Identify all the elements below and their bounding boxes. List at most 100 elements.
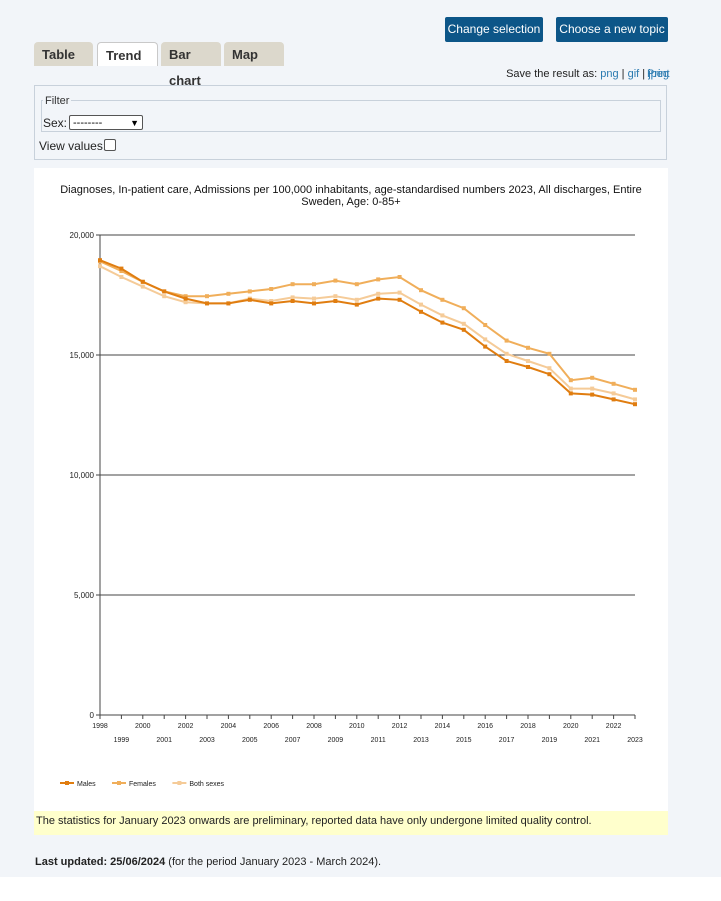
data-point	[526, 345, 530, 350]
data-point	[440, 320, 445, 325]
chart-title-line-1: Diagnoses, In-patient care, Admissions p…	[60, 184, 642, 196]
data-point	[98, 258, 102, 263]
save-png-link[interactable]: png	[600, 68, 619, 80]
x-tick-label: 2006	[263, 723, 279, 730]
view-values-label: View values:	[39, 139, 107, 153]
x-tick-label: 2017	[499, 737, 515, 744]
data-point	[312, 282, 316, 287]
data-point	[397, 275, 402, 279]
data-point	[547, 351, 552, 356]
data-point	[162, 294, 167, 299]
data-point	[205, 294, 209, 299]
data-point	[504, 351, 509, 356]
data-point	[226, 291, 231, 296]
data-point	[547, 372, 552, 377]
data-point	[611, 381, 616, 386]
data-point	[461, 306, 466, 311]
last-updated: Last updated: 25/06/2024 (for the period…	[35, 856, 381, 868]
x-tick-label: 2018	[520, 723, 536, 730]
y-tick-label: 15,000	[70, 351, 95, 360]
data-point	[611, 397, 616, 402]
data-point	[504, 359, 509, 363]
data-point	[333, 278, 338, 283]
tab-table[interactable]: Table	[34, 42, 93, 66]
data-point	[483, 323, 488, 327]
data-point	[611, 391, 616, 396]
data-point	[419, 288, 423, 293]
y-tick-label: 20,000	[70, 231, 95, 240]
save-jpeg-link[interactable]: jpeg	[648, 68, 669, 80]
sex-select[interactable]: -------- ▼	[69, 115, 143, 130]
choose-new-topic-button[interactable]: Choose a new topic	[556, 17, 668, 42]
tab-trend[interactable]: Trend	[97, 42, 158, 66]
save-gif-link[interactable]: gif	[627, 68, 640, 80]
data-point	[376, 296, 381, 301]
series-line-females	[99, 260, 636, 391]
chart-title-line-2: Sweden, Age: 0-85+	[301, 196, 400, 208]
data-point	[312, 301, 316, 306]
x-tick-label: 2004	[221, 723, 237, 730]
data-point	[205, 301, 209, 306]
x-tick-label: 2007	[285, 737, 301, 744]
data-point	[354, 297, 359, 302]
x-tick-label: 2013	[413, 737, 429, 744]
data-point	[183, 296, 188, 301]
data-point	[183, 294, 188, 299]
view-values-checkbox[interactable]	[104, 139, 116, 151]
data-point	[440, 297, 445, 302]
y-tick-label: 0	[90, 711, 95, 720]
print-link[interactable]: Print	[647, 68, 670, 80]
data-point	[568, 391, 573, 396]
x-tick-label: 2003	[199, 737, 215, 744]
change-selection-button[interactable]: Change selection	[445, 17, 543, 42]
preliminary-note: The statistics for January 2023 onwards …	[34, 811, 668, 835]
data-point	[526, 365, 530, 369]
data-point	[333, 299, 338, 303]
save-separator: |	[642, 68, 646, 80]
sex-select-value: --------	[73, 117, 103, 129]
data-point	[483, 337, 488, 342]
tab-map[interactable]: Map	[224, 42, 284, 66]
x-tick-label: 2008	[306, 723, 322, 730]
data-point	[526, 359, 530, 363]
legend-marker	[177, 781, 182, 785]
data-point	[333, 294, 338, 299]
data-point	[119, 275, 124, 279]
data-point	[397, 290, 402, 295]
filter-legend: Filter	[43, 95, 72, 107]
data-point	[269, 301, 274, 306]
data-point	[568, 378, 573, 383]
x-tick-label: 2010	[349, 723, 365, 730]
series-line-males	[99, 259, 636, 406]
data-point	[247, 297, 252, 302]
data-point	[590, 386, 595, 391]
legend-label: Both sexes	[189, 781, 224, 788]
data-point	[247, 289, 252, 294]
data-point	[140, 279, 145, 284]
data-point	[547, 366, 552, 371]
x-tick-label: 2014	[435, 723, 451, 730]
data-point	[376, 291, 381, 296]
chevron-down-icon: ▼	[130, 118, 139, 128]
data-point	[226, 301, 231, 306]
data-point	[119, 269, 124, 273]
x-tick-label: 2015	[456, 737, 472, 744]
data-point	[419, 302, 423, 307]
data-point	[633, 402, 637, 407]
data-point	[483, 344, 488, 349]
data-point	[376, 277, 381, 282]
data-point	[290, 282, 295, 287]
x-tick-label: 2023	[627, 737, 643, 744]
filter-fieldset	[41, 100, 661, 132]
legend-label: Males	[77, 781, 96, 788]
data-point	[354, 302, 359, 307]
tab-bar-chart[interactable]: Bar chart	[161, 42, 221, 88]
data-point	[590, 375, 595, 380]
data-point	[290, 299, 295, 303]
data-point	[461, 321, 466, 326]
chart-container: Diagnoses, In-patient care, Admissions p…	[34, 168, 668, 811]
last-updated-period: (for the period January 2023 - March 202…	[165, 856, 382, 868]
y-tick-label: 10,000	[70, 471, 95, 480]
series-line-both-sexes	[99, 265, 636, 401]
save-result-bar: Save the result as: png | gif | jpeg	[506, 68, 669, 80]
